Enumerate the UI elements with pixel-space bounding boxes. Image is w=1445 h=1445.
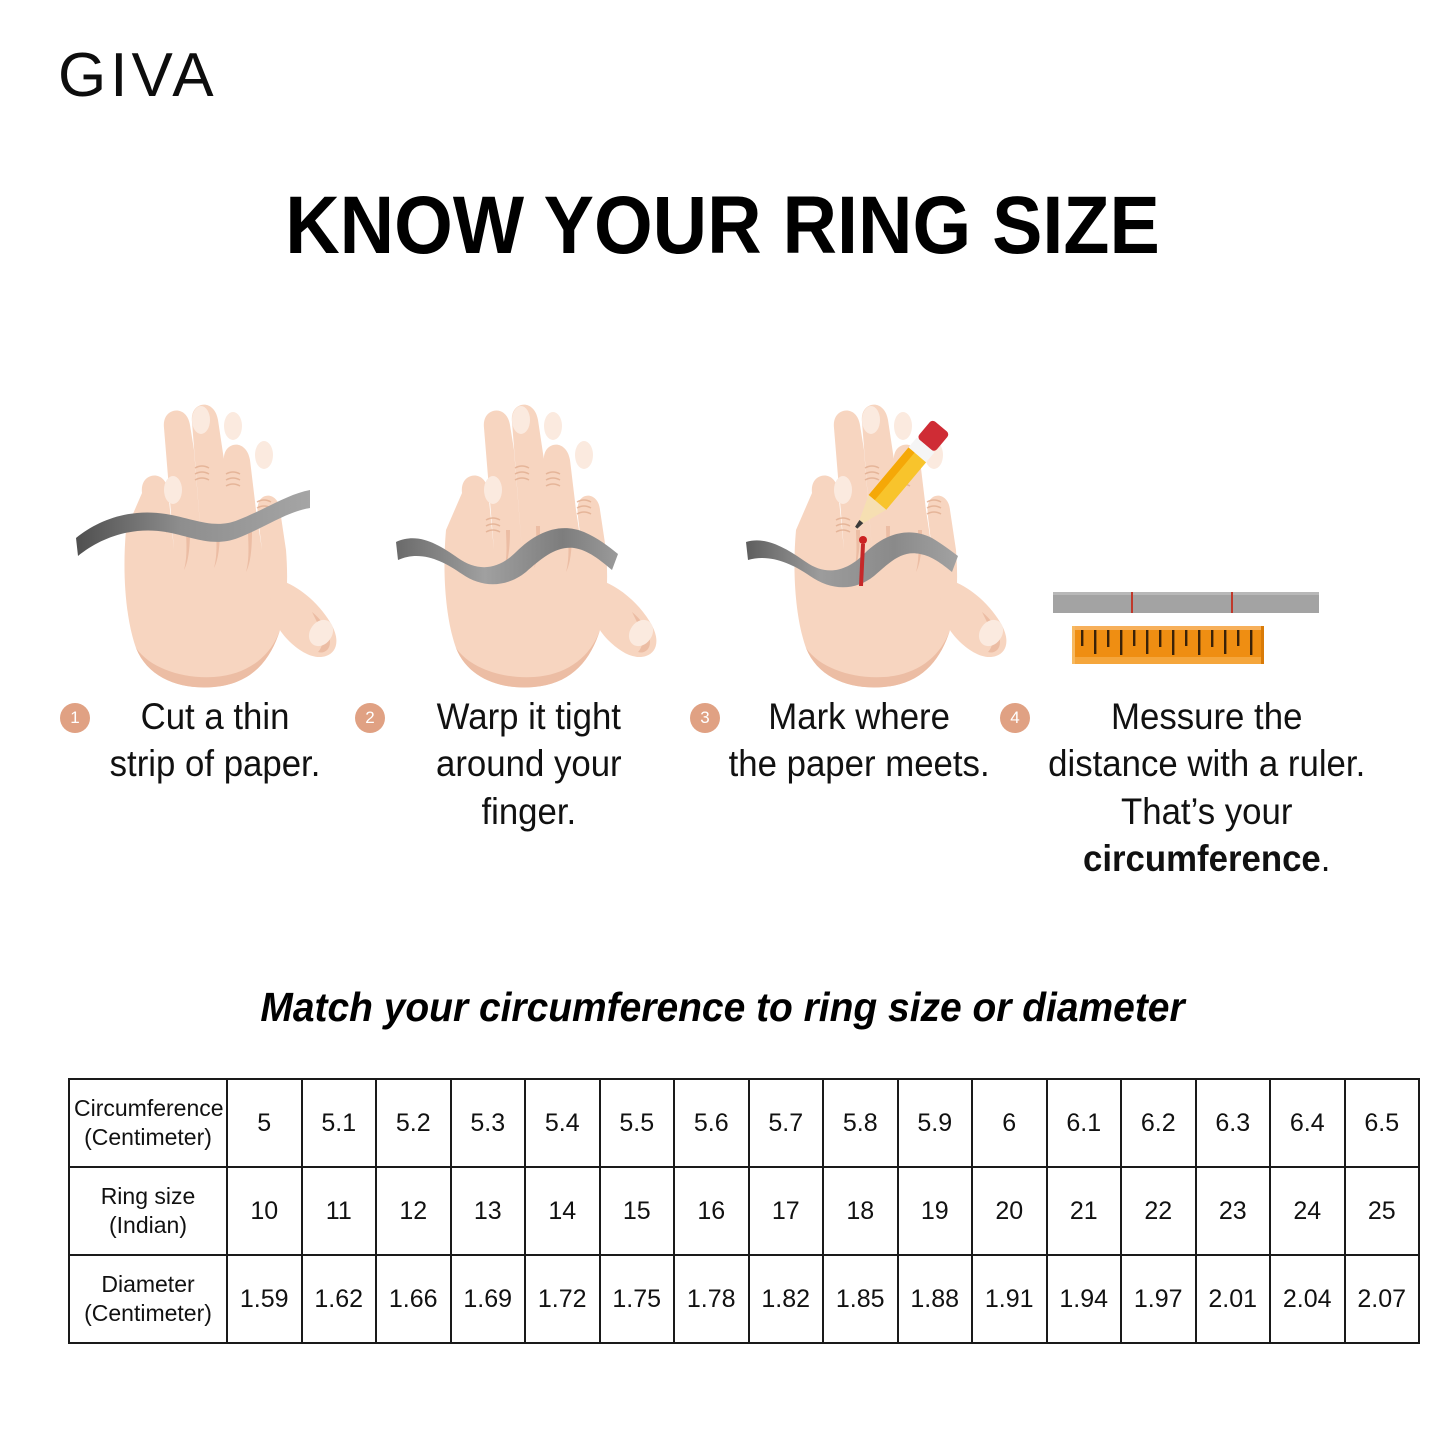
row-label-circumference-line2: (Centimeter) xyxy=(84,1124,212,1150)
cell-ring-size-1: 11 xyxy=(300,1166,377,1256)
cell-circumference-12: 6.2 xyxy=(1120,1078,1197,1168)
hand-with-pencil-mark-illustration xyxy=(744,390,1012,690)
step-caption-4: 4 Messure the distance with a ruler. Tha… xyxy=(1000,693,1400,882)
step-text-4-line3: That’s your circumference. xyxy=(1036,788,1378,883)
cell-circumference-11: 6.1 xyxy=(1045,1078,1122,1168)
page-title: KNOW YOUR RING SIZE xyxy=(285,180,1160,271)
cell-ring-size-13: 23 xyxy=(1194,1166,1271,1256)
step-text-2-line2: around your finger. xyxy=(436,743,622,832)
cell-ring-size-8: 18 xyxy=(822,1166,899,1256)
cell-circumference-1: 5.1 xyxy=(300,1078,377,1168)
table-row-diameter: Diameter (Centimeter) 1.59 1.62 1.66 1.6… xyxy=(68,1254,1420,1344)
table-row-ring-size: Ring size (Indian) 10 11 12 13 14 15 16 … xyxy=(68,1166,1420,1256)
row-label-ring-size: Ring size (Indian) xyxy=(68,1166,228,1256)
cell-diameter-5: 1.75 xyxy=(598,1254,675,1344)
cell-diameter-9: 1.88 xyxy=(896,1254,973,1344)
cell-diameter-10: 1.91 xyxy=(971,1254,1048,1344)
step-number-badge-2: 2 xyxy=(355,703,385,733)
cell-ring-size-9: 19 xyxy=(896,1166,973,1256)
cell-ring-size-11: 21 xyxy=(1045,1166,1122,1256)
hand-with-wrapped-strip-illustration xyxy=(394,390,662,690)
cell-circumference-10: 6 xyxy=(971,1078,1048,1168)
hand-with-paper-strip-illustration xyxy=(74,390,342,690)
cell-circumference-2: 5.2 xyxy=(375,1078,452,1168)
cell-diameter-1: 1.62 xyxy=(300,1254,377,1344)
table-row-circumference: Circumference (Centimeter) 5 5.1 5.2 5.3… xyxy=(68,1078,1420,1168)
cell-circumference-13: 6.3 xyxy=(1194,1078,1271,1168)
cell-ring-size-14: 24 xyxy=(1269,1166,1346,1256)
cell-circumference-8: 5.8 xyxy=(822,1078,899,1168)
step-caption-1: 1 Cut a thin strip of paper. xyxy=(60,693,350,788)
cell-circumference-6: 5.6 xyxy=(673,1078,750,1168)
cell-circumference-4: 5.4 xyxy=(524,1078,601,1168)
cell-diameter-6: 1.78 xyxy=(673,1254,750,1344)
cell-ring-size-10: 20 xyxy=(971,1166,1048,1256)
cell-ring-size-0: 10 xyxy=(226,1166,303,1256)
row-label-circumference-line1: Circumference xyxy=(74,1095,224,1122)
ruler-with-strip-illustration xyxy=(1040,580,1340,690)
cell-diameter-4: 1.72 xyxy=(524,1254,601,1344)
cell-ring-size-4: 14 xyxy=(524,1166,601,1256)
cell-ring-size-5: 15 xyxy=(598,1166,675,1256)
step-text-2-line1: Warp it tight xyxy=(436,696,621,737)
cell-circumference-3: 5.3 xyxy=(449,1078,526,1168)
cell-ring-size-15: 25 xyxy=(1343,1166,1420,1256)
cell-circumference-9: 5.9 xyxy=(896,1078,973,1168)
step-caption-2: 2 Warp it tight around your finger. xyxy=(355,693,685,835)
cell-ring-size-2: 12 xyxy=(375,1166,452,1256)
row-label-circumference: Circumference (Centimeter) xyxy=(68,1078,228,1168)
cell-ring-size-12: 22 xyxy=(1120,1166,1197,1256)
cell-diameter-13: 2.01 xyxy=(1194,1254,1271,1344)
ring-size-table-body: Circumference (Centimeter) 5 5.1 5.2 5.3… xyxy=(68,1078,1420,1344)
step-text-4-line2: distance with a ruler. xyxy=(1048,743,1366,785)
step-number-badge-3: 3 xyxy=(690,703,720,733)
step-text-2: Warp it tight around your finger. xyxy=(385,693,667,835)
cell-diameter-8: 1.85 xyxy=(822,1254,899,1344)
table-heading: Match your circumference to ring size or… xyxy=(260,984,1185,1030)
row-label-diameter: Diameter (Centimeter) xyxy=(68,1254,228,1344)
step-text-3-line1: Mark where xyxy=(768,696,950,737)
row-label-diameter-line1: Diameter xyxy=(101,1271,195,1298)
brand-logo: GIVA xyxy=(58,41,218,110)
cell-circumference-0: 5 xyxy=(226,1078,303,1168)
cell-diameter-15: 2.07 xyxy=(1343,1254,1420,1344)
cell-ring-size-6: 16 xyxy=(673,1166,750,1256)
steps-caption-row: 1 Cut a thin strip of paper. 2 Warp it t… xyxy=(0,693,1445,879)
steps-illustration-row xyxy=(0,390,1445,690)
cell-circumference-14: 6.4 xyxy=(1269,1078,1346,1168)
step-number-badge-4: 4 xyxy=(1000,703,1030,733)
step-text-3: Mark where the paper meets. xyxy=(720,693,993,788)
step-text-4-line3-suffix: . xyxy=(1320,838,1331,880)
cell-circumference-5: 5.5 xyxy=(598,1078,675,1168)
row-label-ring-size-line1: Ring size xyxy=(100,1183,196,1210)
step-text-1-line1: Cut a thin xyxy=(140,696,290,737)
row-label-diameter-line2: (Centimeter) xyxy=(84,1300,212,1326)
step-text-4-line1: Messure the xyxy=(1111,696,1303,737)
step-text-1: Cut a thin strip of paper. xyxy=(90,693,334,788)
cell-diameter-7: 1.82 xyxy=(747,1254,824,1344)
ring-size-table: Circumference (Centimeter) 5 5.1 5.2 5.3… xyxy=(68,1078,1420,1344)
cell-diameter-0: 1.59 xyxy=(226,1254,303,1344)
cell-ring-size-7: 17 xyxy=(747,1166,824,1256)
step-text-3-line2: the paper meets. xyxy=(728,743,990,785)
step-text-4: Messure the distance with a ruler. That’… xyxy=(1030,693,1378,882)
step-text-4-line3-emphasis: circumference xyxy=(1082,838,1321,880)
cell-diameter-11: 1.94 xyxy=(1045,1254,1122,1344)
cell-circumference-7: 5.7 xyxy=(747,1078,824,1168)
cell-circumference-15: 6.5 xyxy=(1343,1078,1420,1168)
cell-diameter-14: 2.04 xyxy=(1269,1254,1346,1344)
cell-diameter-12: 1.97 xyxy=(1120,1254,1197,1344)
cell-diameter-3: 1.69 xyxy=(449,1254,526,1344)
cell-diameter-2: 1.66 xyxy=(375,1254,452,1344)
step-text-1-line2: strip of paper. xyxy=(109,743,321,785)
step-caption-3: 3 Mark where the paper meets. xyxy=(690,693,1010,788)
row-label-ring-size-line2: (Indian) xyxy=(109,1212,187,1238)
step-text-4-line3-prefix: That’s your xyxy=(1121,790,1293,832)
step-number-badge-1: 1 xyxy=(60,703,90,733)
cell-ring-size-3: 13 xyxy=(449,1166,526,1256)
